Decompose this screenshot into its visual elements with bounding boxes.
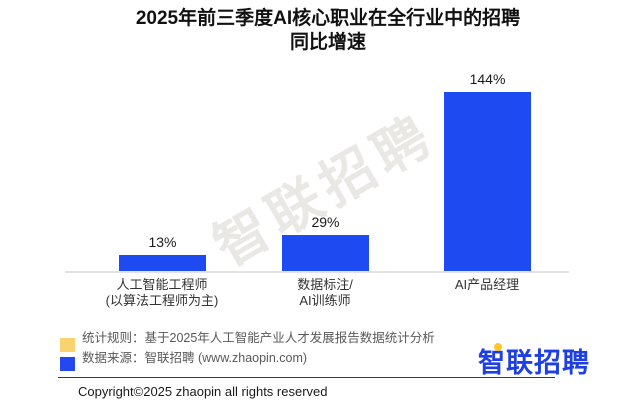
category-label: AI产品经理	[402, 277, 572, 293]
bar	[282, 235, 369, 271]
bar-value-label: 29%	[311, 214, 340, 230]
category-label-line1: 数据标注/	[297, 277, 353, 292]
category-label-line1: AI产品经理	[454, 277, 520, 292]
category-label: 数据标注/ AI训练师	[240, 277, 410, 309]
bar-group: 13%	[119, 234, 206, 271]
bar-group: 29%	[282, 214, 369, 271]
bar	[119, 255, 206, 271]
chart-title-line1: 2025年前三季度AI核心职业在全行业中的招聘	[135, 8, 521, 29]
note-statistics-rule: 统计规则：基于2025年人工智能产业人才发展报告数据统计分析	[82, 331, 435, 345]
category-label: 人工智能工程师 (以算法工程师为主)	[77, 277, 247, 309]
logo-accent-dot-icon	[494, 343, 502, 351]
bar	[444, 92, 531, 271]
zhaopin-logo-text: 智联招聘	[478, 348, 590, 378]
bar-value-label: 13%	[148, 234, 177, 250]
category-label-line1: 人工智能工程师	[116, 277, 208, 292]
divider-line	[58, 377, 555, 378]
category-label-line2: (以算法工程师为主)	[105, 293, 219, 308]
chart-title: 2025年前三季度AI核心职业在全行业中的招聘 同比增速	[36, 7, 620, 55]
bar-value-label: 144%	[469, 71, 506, 87]
note-swatch-source	[60, 357, 75, 371]
bar-chart: 13% 29% 144%	[65, 60, 569, 273]
copyright-text: Copyright©2025 zhaopin all rights reserv…	[78, 384, 328, 399]
bar-group: 144%	[444, 71, 531, 271]
note-swatch-statistics	[60, 338, 75, 352]
chart-title-line2: 同比增速	[289, 32, 366, 53]
category-label-line2: AI训练师	[299, 293, 351, 308]
zhaopin-logo: 智联招聘	[478, 341, 590, 380]
note-data-source: 数据来源：智联招聘 (www.zhaopin.com)	[82, 351, 308, 365]
